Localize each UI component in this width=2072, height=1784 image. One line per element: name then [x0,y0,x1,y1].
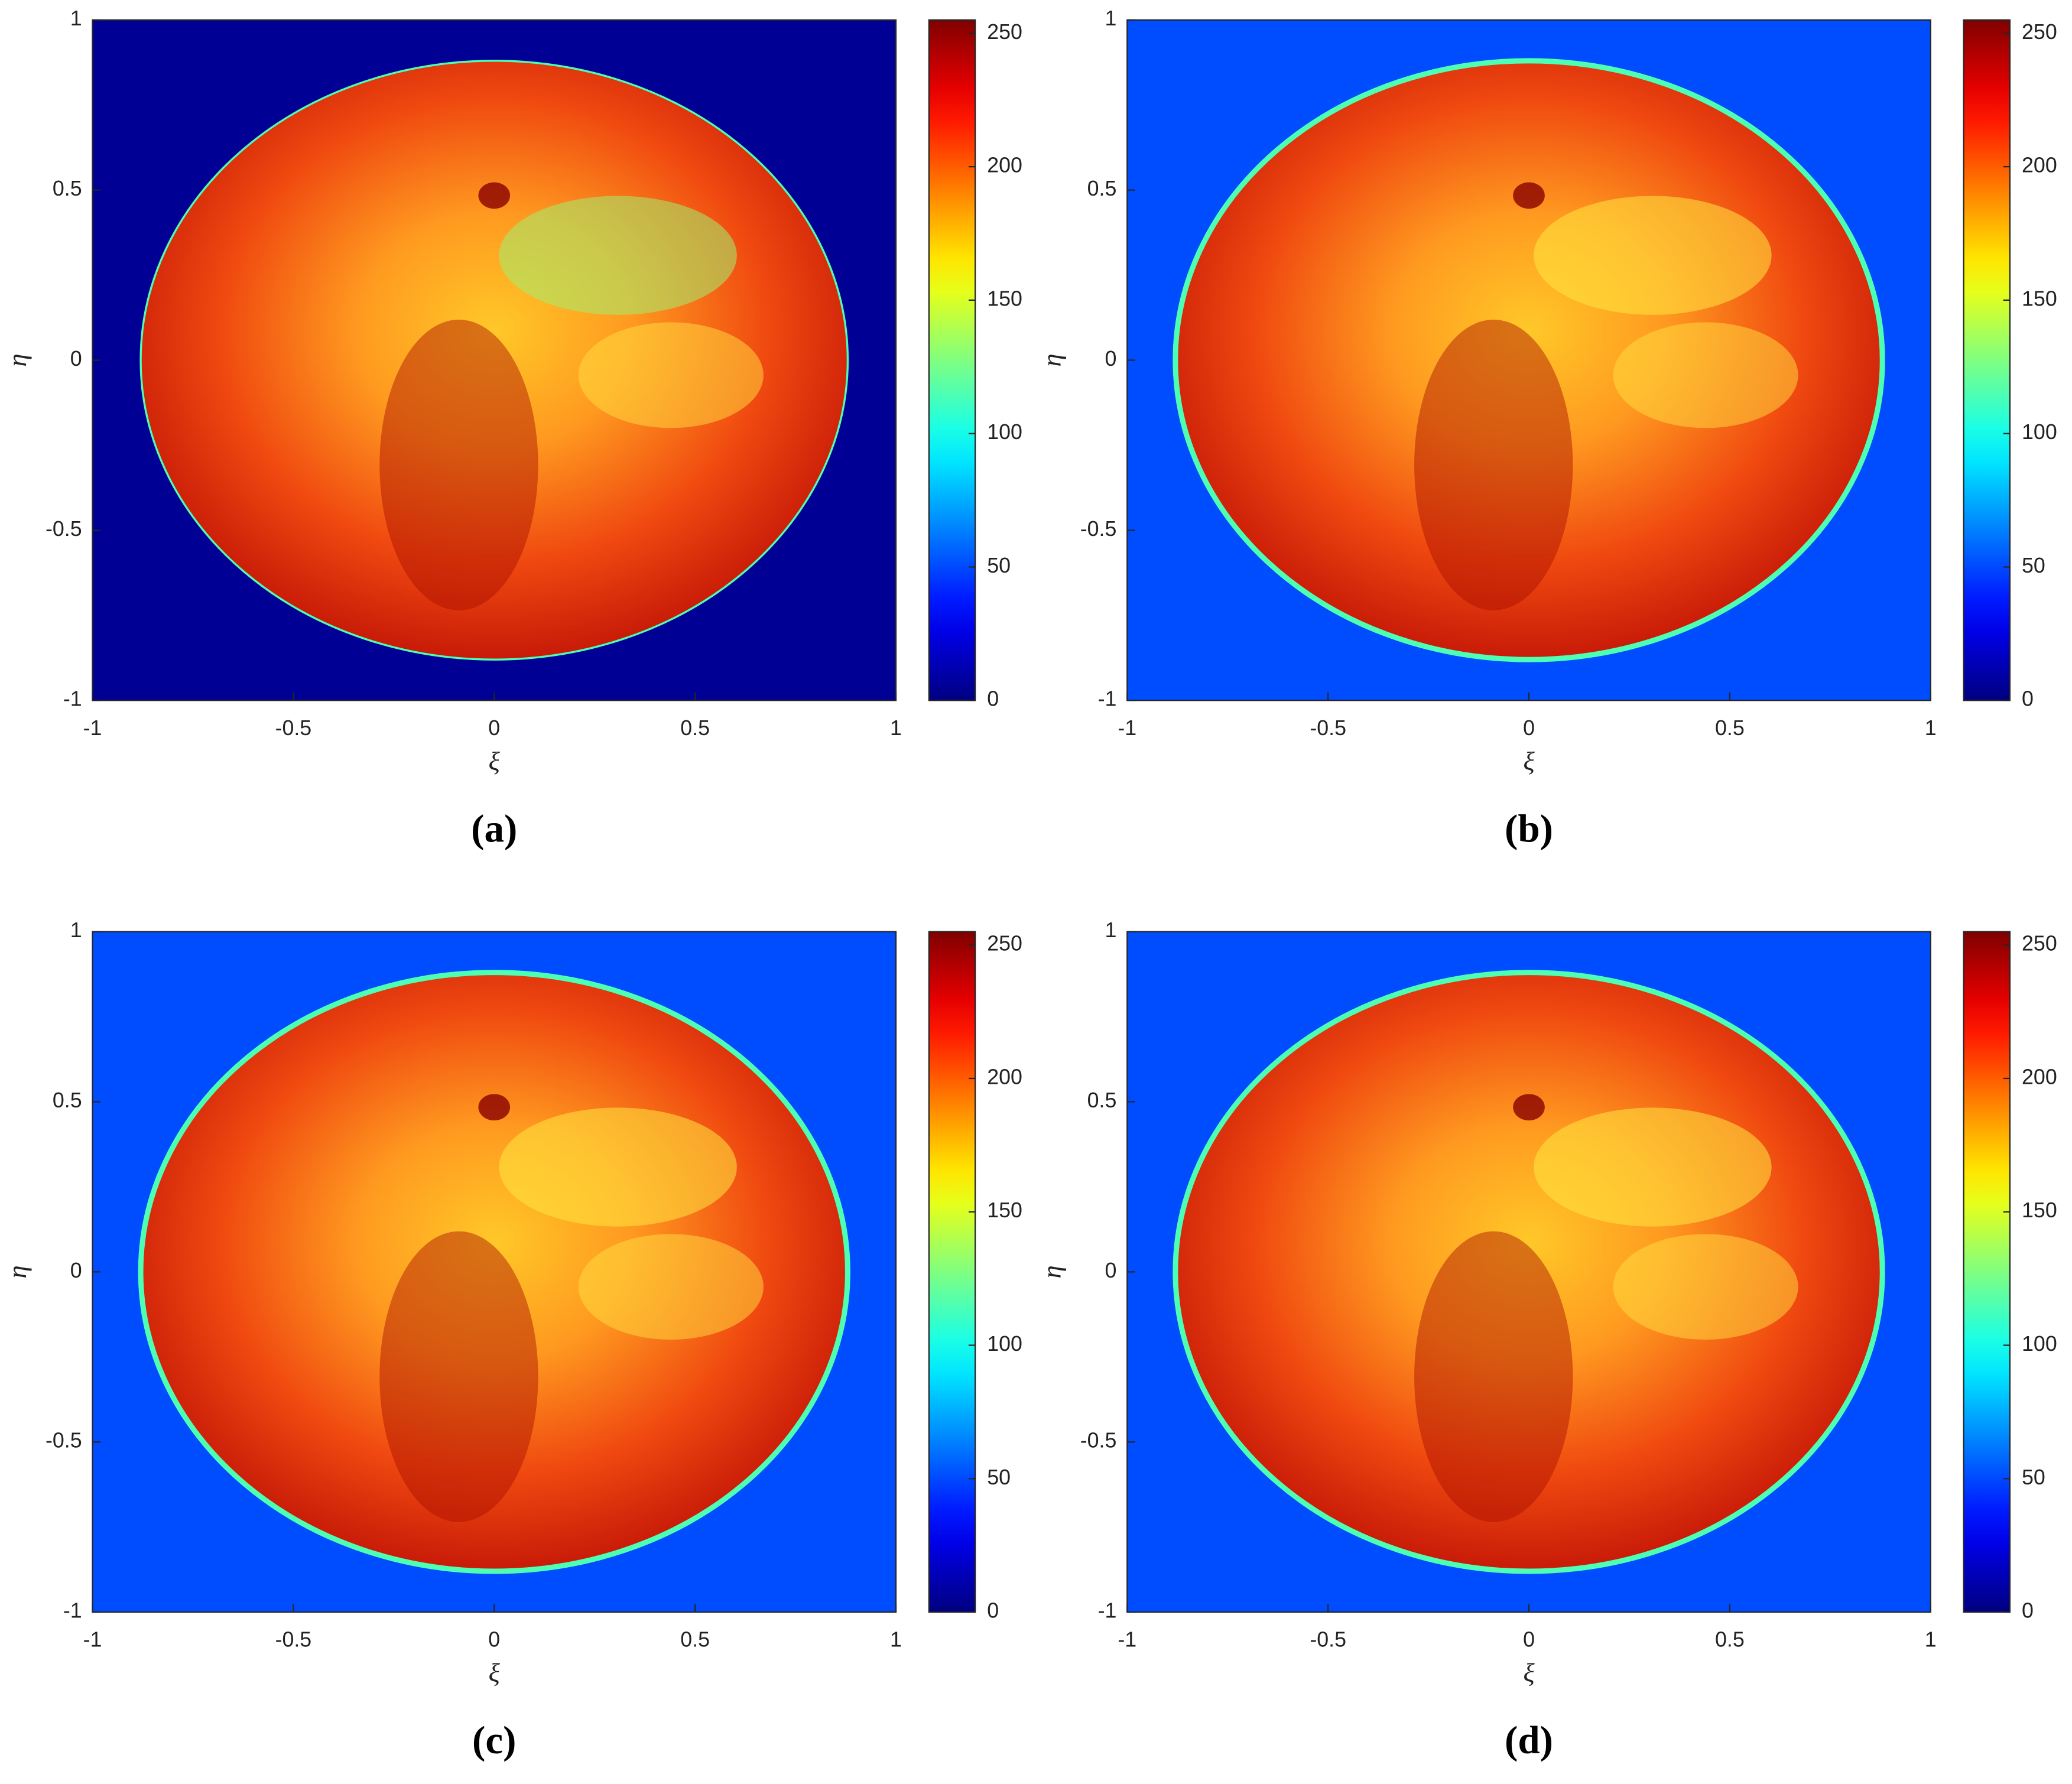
x-axis-label: ξ [489,1658,501,1688]
y-tick-label: 1 [1105,7,1116,30]
x-tick-label: 0.5 [1715,716,1745,740]
x-tick-label: 0.5 [680,716,710,740]
x-axis-label: ξ [1523,746,1535,776]
y-tick-label: -1 [1098,1599,1117,1623]
image-feature [478,1094,511,1121]
image-feature [499,1107,737,1227]
x-tick-label: 1 [1925,1628,1937,1652]
colorbar-tick-label: 0 [987,687,999,711]
image-feature [478,182,511,209]
x-tick-label: -1 [83,716,102,740]
x-tick-label: -1 [1118,716,1136,740]
y-tick-label: 0 [1105,347,1116,371]
y-tick-label: 1 [1105,918,1116,942]
image-feature [1534,196,1772,315]
panel-label: (b) [1505,806,1553,850]
image-feature [499,196,737,315]
colorbar-tick-label: 100 [987,1332,1022,1356]
y-tick-label: 0.5 [1087,1088,1117,1112]
colorbar-tick-label: 150 [2022,1198,2057,1222]
x-tick-label: -0.5 [275,1628,312,1652]
panel-label: (c) [472,1718,516,1762]
y-tick-label: 0 [1105,1259,1116,1282]
image-feature [578,322,764,428]
colorbar-tick-label: 150 [987,1198,1022,1222]
x-axis-label: ξ [1523,1658,1535,1688]
colorbar [928,19,976,701]
colorbar [928,931,976,1613]
image-feature [578,1234,764,1340]
colorbar [1963,19,2011,701]
x-tick-label: -1 [83,1628,102,1652]
y-axis-label: η [1037,1265,1067,1278]
y-tick-label: 0 [70,1259,82,1282]
colorbar-tick-label: 150 [987,287,1022,310]
image-feature [379,319,538,610]
y-tick-label: 1 [70,7,82,30]
y-tick-label: -0.5 [1080,517,1117,541]
y-tick-label: -0.5 [1080,1429,1117,1452]
x-tick-label: 1 [890,716,902,740]
colorbar-tick-label: 200 [2022,1065,2057,1088]
x-tick-label: 0 [488,1628,500,1652]
image-feature [1414,1231,1573,1522]
image-feature [1414,319,1573,610]
x-tick-label: -0.5 [275,716,312,740]
image-feature [379,1231,538,1522]
x-tick-label: 0.5 [680,1628,710,1652]
image-feature [1513,182,1545,209]
x-tick-label: 0 [488,716,500,740]
colorbar-tick-label: 0 [2022,1599,2034,1623]
y-tick-label: -0.5 [46,1429,82,1452]
colorbar-tick-label: 100 [2022,1332,2057,1356]
y-axis-label: η [2,353,32,366]
colorbar [1963,931,2011,1613]
colorbar-tick-label: 0 [2022,687,2034,711]
x-tick-label: 1 [890,1628,902,1652]
y-tick-label: 0.5 [53,177,82,200]
y-tick-label: -0.5 [46,517,82,541]
y-tick-label: 1 [70,918,82,942]
colorbar-tick-label: 250 [2022,932,2057,956]
y-axis-label: η [2,1265,32,1278]
y-axis-label: η [1037,353,1067,366]
image-feature [1513,1094,1545,1121]
colorbar-tick-label: 250 [2022,20,2057,44]
y-tick-label: -1 [1098,687,1117,711]
y-tick-label: 0.5 [53,1088,82,1112]
panel-label: (d) [1505,1718,1553,1762]
colorbar-tick-label: 200 [987,154,1022,177]
x-tick-label: -0.5 [1310,716,1346,740]
panel-label: (a) [471,806,517,850]
x-tick-label: -1 [1118,1628,1136,1652]
colorbar-tick-label: 50 [2022,554,2045,577]
colorbar-tick-label: 250 [987,932,1022,956]
x-tick-label: 1 [1925,716,1937,740]
colorbar-tick-label: 200 [2022,154,2057,177]
colorbar-tick-label: 150 [2022,287,2057,310]
colorbar-tick-label: 200 [987,1065,1022,1088]
colorbar-tick-label: 100 [2022,420,2057,444]
x-axis-label: ξ [489,746,501,776]
y-tick-label: 0 [70,347,82,371]
colorbar-tick-label: 50 [987,1465,1011,1489]
y-tick-label: -1 [63,1599,82,1623]
image-feature [1613,1234,1798,1340]
x-tick-label: 0.5 [1715,1628,1745,1652]
x-tick-label: -0.5 [1310,1628,1346,1652]
colorbar-tick-label: 250 [987,20,1022,44]
colorbar-tick-label: 50 [2022,1465,2045,1489]
y-tick-label: 0.5 [1087,177,1117,200]
colorbar-tick-label: 100 [987,420,1022,444]
image-feature [1534,1107,1772,1227]
x-tick-label: 0 [1523,1628,1535,1652]
colorbar-tick-label: 0 [987,1599,999,1623]
y-tick-label: -1 [63,687,82,711]
x-tick-label: 0 [1523,716,1535,740]
image-feature [1613,322,1798,428]
colorbar-tick-label: 50 [987,554,1011,577]
